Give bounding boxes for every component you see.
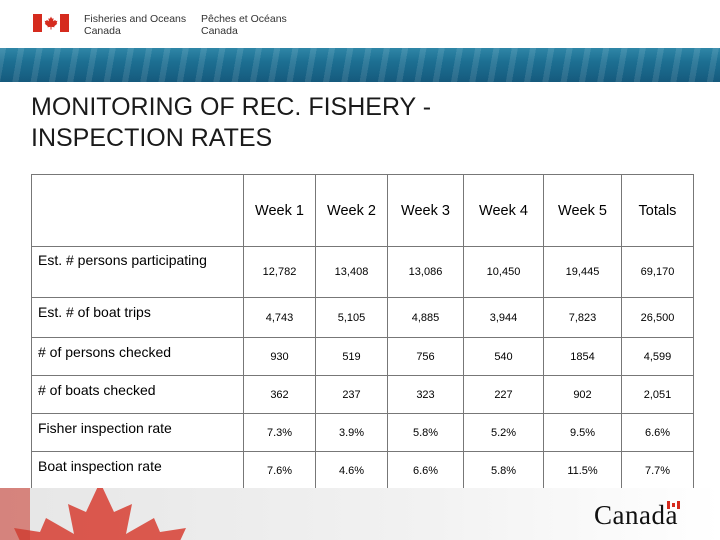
table-cell: 7.3% [243,413,316,452]
footer-band [0,488,720,540]
identity-header: Fisheries and Oceans Canada Pêches et Oc… [0,0,720,48]
table-cell: 7.7% [621,451,694,490]
table-cell: 362 [243,375,316,414]
column-header: Week 5 [543,174,622,247]
table-cell: 9.5% [543,413,622,452]
table-cell: 4,885 [387,297,464,338]
table-row: # of persons checked 930 519 756 540 185… [31,337,694,376]
table-cell: 6.6% [387,451,464,490]
department-name-french: Pêches et Océans Canada [201,13,287,37]
table-header-row: Week 1 Week 2 Week 3 Week 4 Week 5 Total… [31,174,694,247]
table-cell: 69,170 [621,246,694,298]
table-cell: 10,450 [463,246,544,298]
maple-leaf-icon [0,488,186,540]
table-cell: 7.6% [243,451,316,490]
table-cell: 5.8% [387,413,464,452]
table-cell: 13,086 [387,246,464,298]
department-name-english: Fisheries and Oceans Canada [84,13,187,37]
column-header: Week 1 [243,174,316,247]
table-cell: 323 [387,375,464,414]
table-cell: 519 [315,337,388,376]
table-cell: 902 [543,375,622,414]
table-cell: 1854 [543,337,622,376]
canada-flag-icon [33,14,69,32]
row-label: Est. # persons participating [31,246,244,298]
row-label: # of persons checked [31,337,244,376]
table-cell: 11.5% [543,451,622,490]
table-cell: 5,105 [315,297,388,338]
table-cell: 4,743 [243,297,316,338]
table-cell: 3,944 [463,297,544,338]
inspection-rates-table: Week 1 Week 2 Week 3 Week 4 Week 5 Total… [31,174,694,490]
table-cell: 26,500 [621,297,694,338]
table-row: Est. # of boat trips 4,743 5,105 4,885 3… [31,297,694,338]
table-cell: 756 [387,337,464,376]
row-label: Est. # of boat trips [31,297,244,338]
table-cell: 237 [315,375,388,414]
corner-cell [31,174,244,247]
table-cell: 19,445 [543,246,622,298]
column-header: Week 2 [315,174,388,247]
table-cell: 4,599 [621,337,694,376]
table-cell: 540 [463,337,544,376]
table-cell: 5.8% [463,451,544,490]
table-cell: 227 [463,375,544,414]
row-label: # of boats checked [31,375,244,414]
water-banner [0,48,720,82]
table-row: Fisher inspection rate 7.3% 3.9% 5.8% 5.… [31,413,694,452]
column-header: Totals [621,174,694,247]
table-cell: 12,782 [243,246,316,298]
column-header: Week 3 [387,174,464,247]
wordmark-flag-icon [667,501,680,509]
table-cell: 5.2% [463,413,544,452]
table-row: # of boats checked 362 237 323 227 902 2… [31,375,694,414]
table-cell: 4.6% [315,451,388,490]
row-label: Fisher inspection rate [31,413,244,452]
table-cell: 6.6% [621,413,694,452]
table-cell: 3.9% [315,413,388,452]
table-cell: 930 [243,337,316,376]
slide-title: MONITORING OF REC. FISHERY - INSPECTION … [31,93,432,152]
table-row: Est. # persons participating 12,782 13,4… [31,246,694,298]
column-header: Week 4 [463,174,544,247]
table-cell: 2,051 [621,375,694,414]
table-cell: 7,823 [543,297,622,338]
table-cell: 13,408 [315,246,388,298]
table-row: Boat inspection rate 7.6% 4.6% 6.6% 5.8%… [31,451,694,490]
row-label: Boat inspection rate [31,451,244,490]
canada-wordmark: Canada [594,500,678,530]
